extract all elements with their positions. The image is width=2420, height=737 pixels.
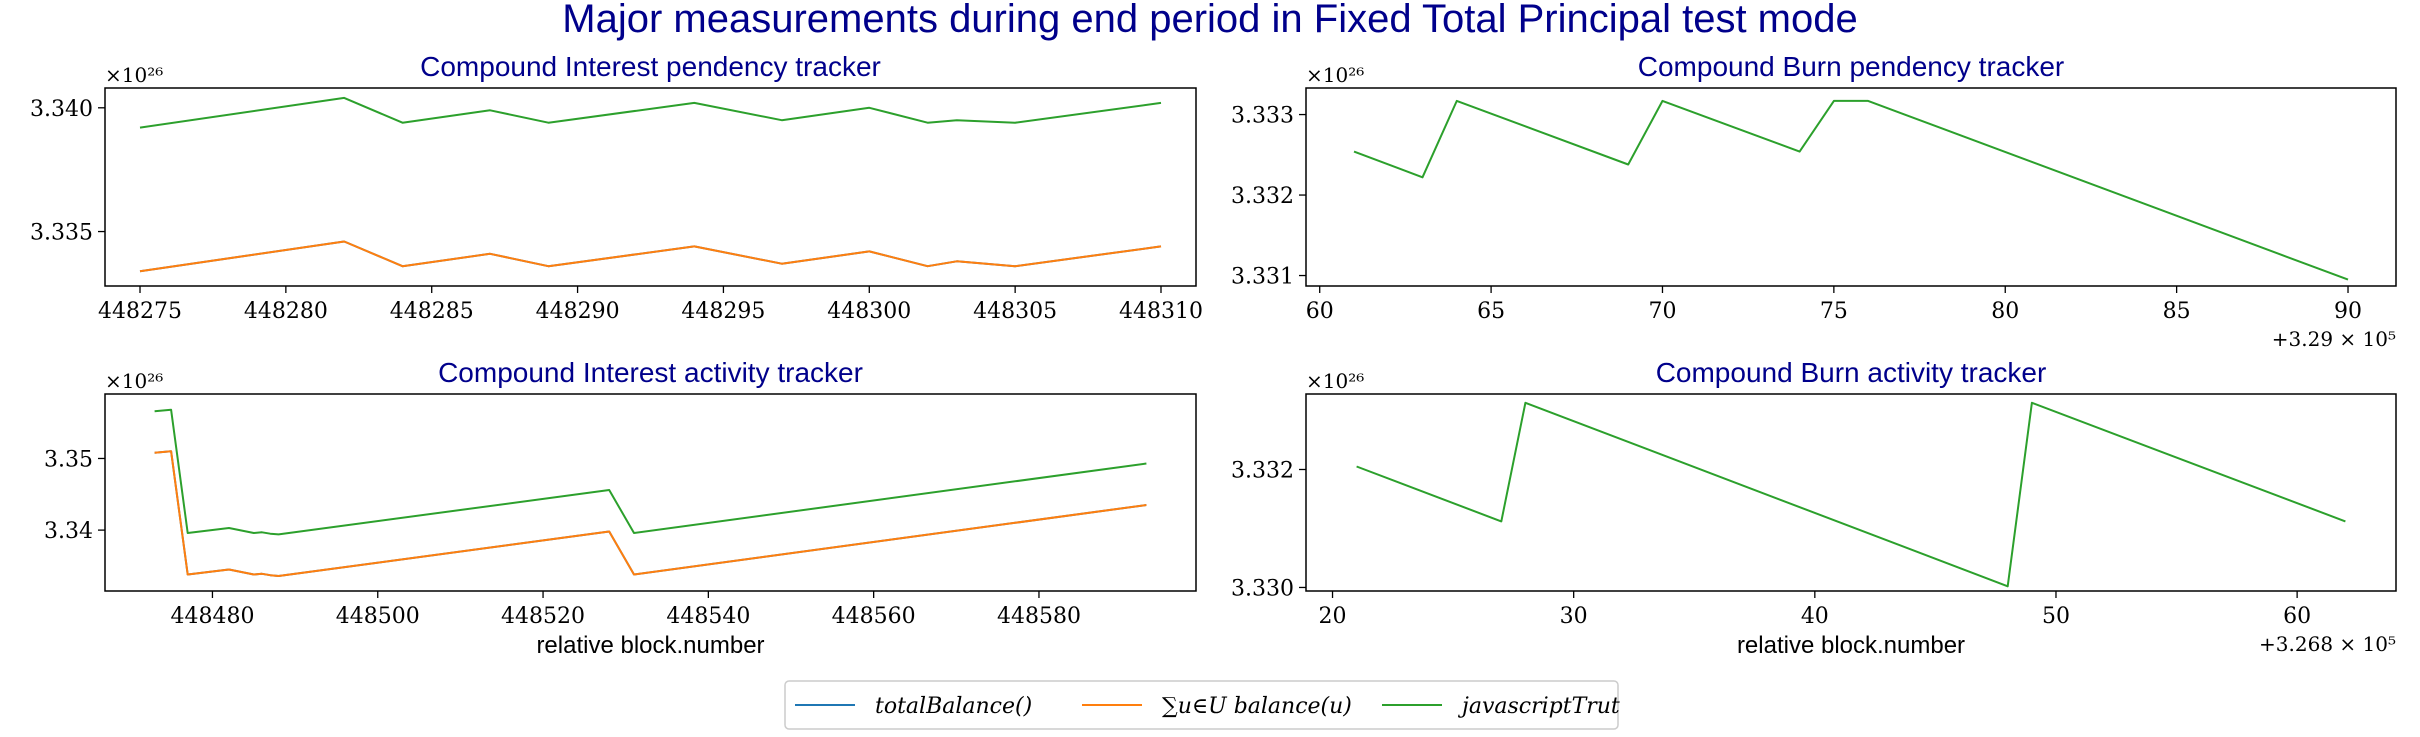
series-line-1 [139,240,1162,273]
plot-frame [104,87,1197,287]
legend-frame [784,680,1619,730]
x-axis-label: relative block.number [536,632,764,659]
x-tick-label: 90 [2334,299,2362,324]
x-tick-label: 448295 [681,299,765,324]
y-exponent-label: ×10²⁶ [105,369,163,393]
x-tick-label: 50 [2042,604,2070,629]
panel-title: Compound Interest pendency tracker [420,51,881,82]
legend-label-3: javascriptTrut [1457,694,1620,719]
x-tick-label: 448580 [997,604,1081,629]
y-tick-label: 3.35 [44,447,93,472]
x-tick-label: 448285 [390,299,474,324]
x-offset-label: +3.268 × 10⁵ [2259,632,2396,656]
chart-panel-1: Compound Interest pendency tracker 448275… [30,51,1203,324]
legend-label-2: ∑u∈U balance(u) [1162,694,1352,719]
x-tick-label: 20 [1319,604,1347,629]
x-tick-label: 40 [1801,604,1829,629]
x-tick-label: 60 [2283,604,2311,629]
x-tick-label: 80 [1991,299,2019,324]
page-title: Major measurements during end period in … [562,0,1857,41]
y-tick-label: 3.34 [44,519,93,544]
x-tick-label: 448520 [501,604,585,629]
x-offset-label: +3.29 × 10⁵ [2272,327,2396,351]
y-tick-label: 3.340 [30,97,93,122]
x-tick-label: 448500 [336,604,420,629]
plot-frame [1305,87,2397,287]
legend: totalBalance() ∑u∈U balance(u) javascriptT… [784,680,1620,730]
series-line-1 [154,450,1147,577]
chart-panel-4: Compound Burn activity tracker 20 30 40 50 60… [1231,357,2397,659]
panel-title: Compound Burn activity tracker [1656,357,2047,388]
x-tick-label: 65 [1477,299,1505,324]
series-line-2 [154,450,1147,577]
chart-panel-2: Compound Burn pendency tracker 60 65 70 75 80… [1231,51,2397,351]
x-tick-label: 448280 [244,299,328,324]
series-line-1 [1356,401,2346,588]
series-line-3 [154,408,1147,536]
x-tick-label: 448540 [666,604,750,629]
x-tick-label: 448560 [832,604,916,629]
y-tick-label: 3.333 [1231,104,1294,129]
chart-panel-3: Compound Interest activity tracker 448480… [44,357,1197,659]
y-exponent-label: ×10²⁶ [1306,63,1364,87]
panel-title: Compound Burn pendency tracker [1638,51,2064,82]
x-tick-label: 75 [1820,299,1848,324]
series-line-3 [139,96,1162,129]
x-tick-label: 448305 [973,299,1057,324]
x-tick-label: 448275 [98,299,182,324]
plot-frame [104,393,1197,592]
series-line-2 [139,240,1162,273]
y-exponent-label: ×10²⁶ [105,63,163,87]
plot-frame [1305,393,2397,592]
y-tick-label: 3.332 [1231,458,1294,483]
y-tick-label: 3.332 [1231,184,1294,209]
x-tick-label: 85 [2163,299,2191,324]
y-tick-label: 3.335 [30,221,93,246]
legend-label-1: totalBalance() [875,694,1032,719]
x-tick-label: 448300 [827,299,911,324]
x-tick-label: 30 [1560,604,1588,629]
y-exponent-label: ×10²⁶ [1306,369,1364,393]
panel-title: Compound Interest activity tracker [438,357,863,388]
y-tick-label: 3.330 [1231,576,1294,601]
x-tick-label: 60 [1306,299,1334,324]
x-tick-label: 448310 [1119,299,1203,324]
x-tick-label: 70 [1648,299,1676,324]
x-axis-label: relative block.number [1737,632,1965,659]
x-tick-label: 448480 [170,604,254,629]
y-tick-label: 3.331 [1231,265,1294,290]
series-line-1 [1353,99,2349,281]
x-tick-label: 448290 [536,299,620,324]
